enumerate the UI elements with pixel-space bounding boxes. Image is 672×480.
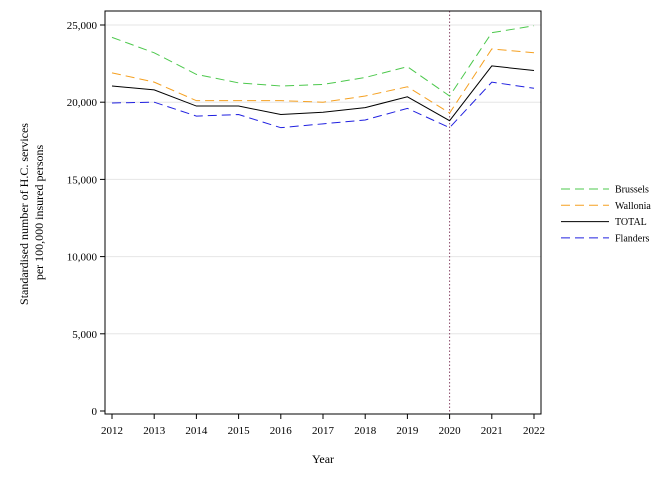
y-tick-label: 25,000 bbox=[67, 20, 98, 32]
legend: Brussels Wallonia TOTAL Flanders bbox=[561, 185, 651, 244]
grid bbox=[105, 24, 541, 335]
x-tick-label: 2019 bbox=[396, 425, 419, 437]
legend-label-flanders: Flanders bbox=[615, 233, 650, 244]
x-tick-label: 2017 bbox=[312, 425, 335, 437]
x-tick-label: 2012 bbox=[101, 425, 123, 437]
y-axis-title-line-2: per 100,000 insured persons bbox=[32, 145, 46, 281]
x-tick-label: 2018 bbox=[354, 425, 377, 437]
x-tick-label: 2022 bbox=[523, 425, 545, 437]
x-tick-label: 2021 bbox=[481, 425, 503, 437]
y-tick-label: 15,000 bbox=[67, 174, 98, 186]
y-axis-ticks: 0 5,000 10,000 15,000 20,000 25,000 bbox=[67, 20, 105, 418]
legend-label-total: TOTAL bbox=[615, 217, 647, 228]
x-tick-label: 2014 bbox=[185, 425, 208, 437]
series-line-brussels bbox=[111, 25, 535, 97]
series-line-flanders bbox=[111, 81, 535, 129]
x-tick-label: 2015 bbox=[228, 425, 251, 437]
x-axis-title: Year bbox=[312, 452, 334, 466]
plot-frame bbox=[104, 10, 542, 415]
x-tick-label: 2016 bbox=[270, 425, 293, 437]
x-tick-label: 2013 bbox=[143, 425, 166, 437]
series-line-wallonia bbox=[111, 48, 535, 114]
y-tick-label: 10,000 bbox=[67, 252, 98, 264]
x-tick-label: 2020 bbox=[439, 425, 462, 437]
legend-label-brussels: Brussels bbox=[615, 185, 649, 196]
legend-label-wallonia: Wallonia bbox=[615, 201, 651, 212]
y-axis-title: Standardised number of H.C. services per… bbox=[17, 120, 46, 305]
y-tick-label: 5,000 bbox=[72, 329, 97, 341]
series-line-total bbox=[111, 65, 535, 122]
x-axis-ticks: 2012 2013 2014 2015 2016 2017 2018 2019 2020 2021… bbox=[101, 414, 545, 437]
y-axis-title-line-1: Standardised number of H.C. services bbox=[17, 123, 31, 305]
y-tick-label: 0 bbox=[92, 406, 98, 418]
y-tick-label: 20,000 bbox=[67, 97, 98, 109]
series-layer bbox=[111, 25, 535, 129]
